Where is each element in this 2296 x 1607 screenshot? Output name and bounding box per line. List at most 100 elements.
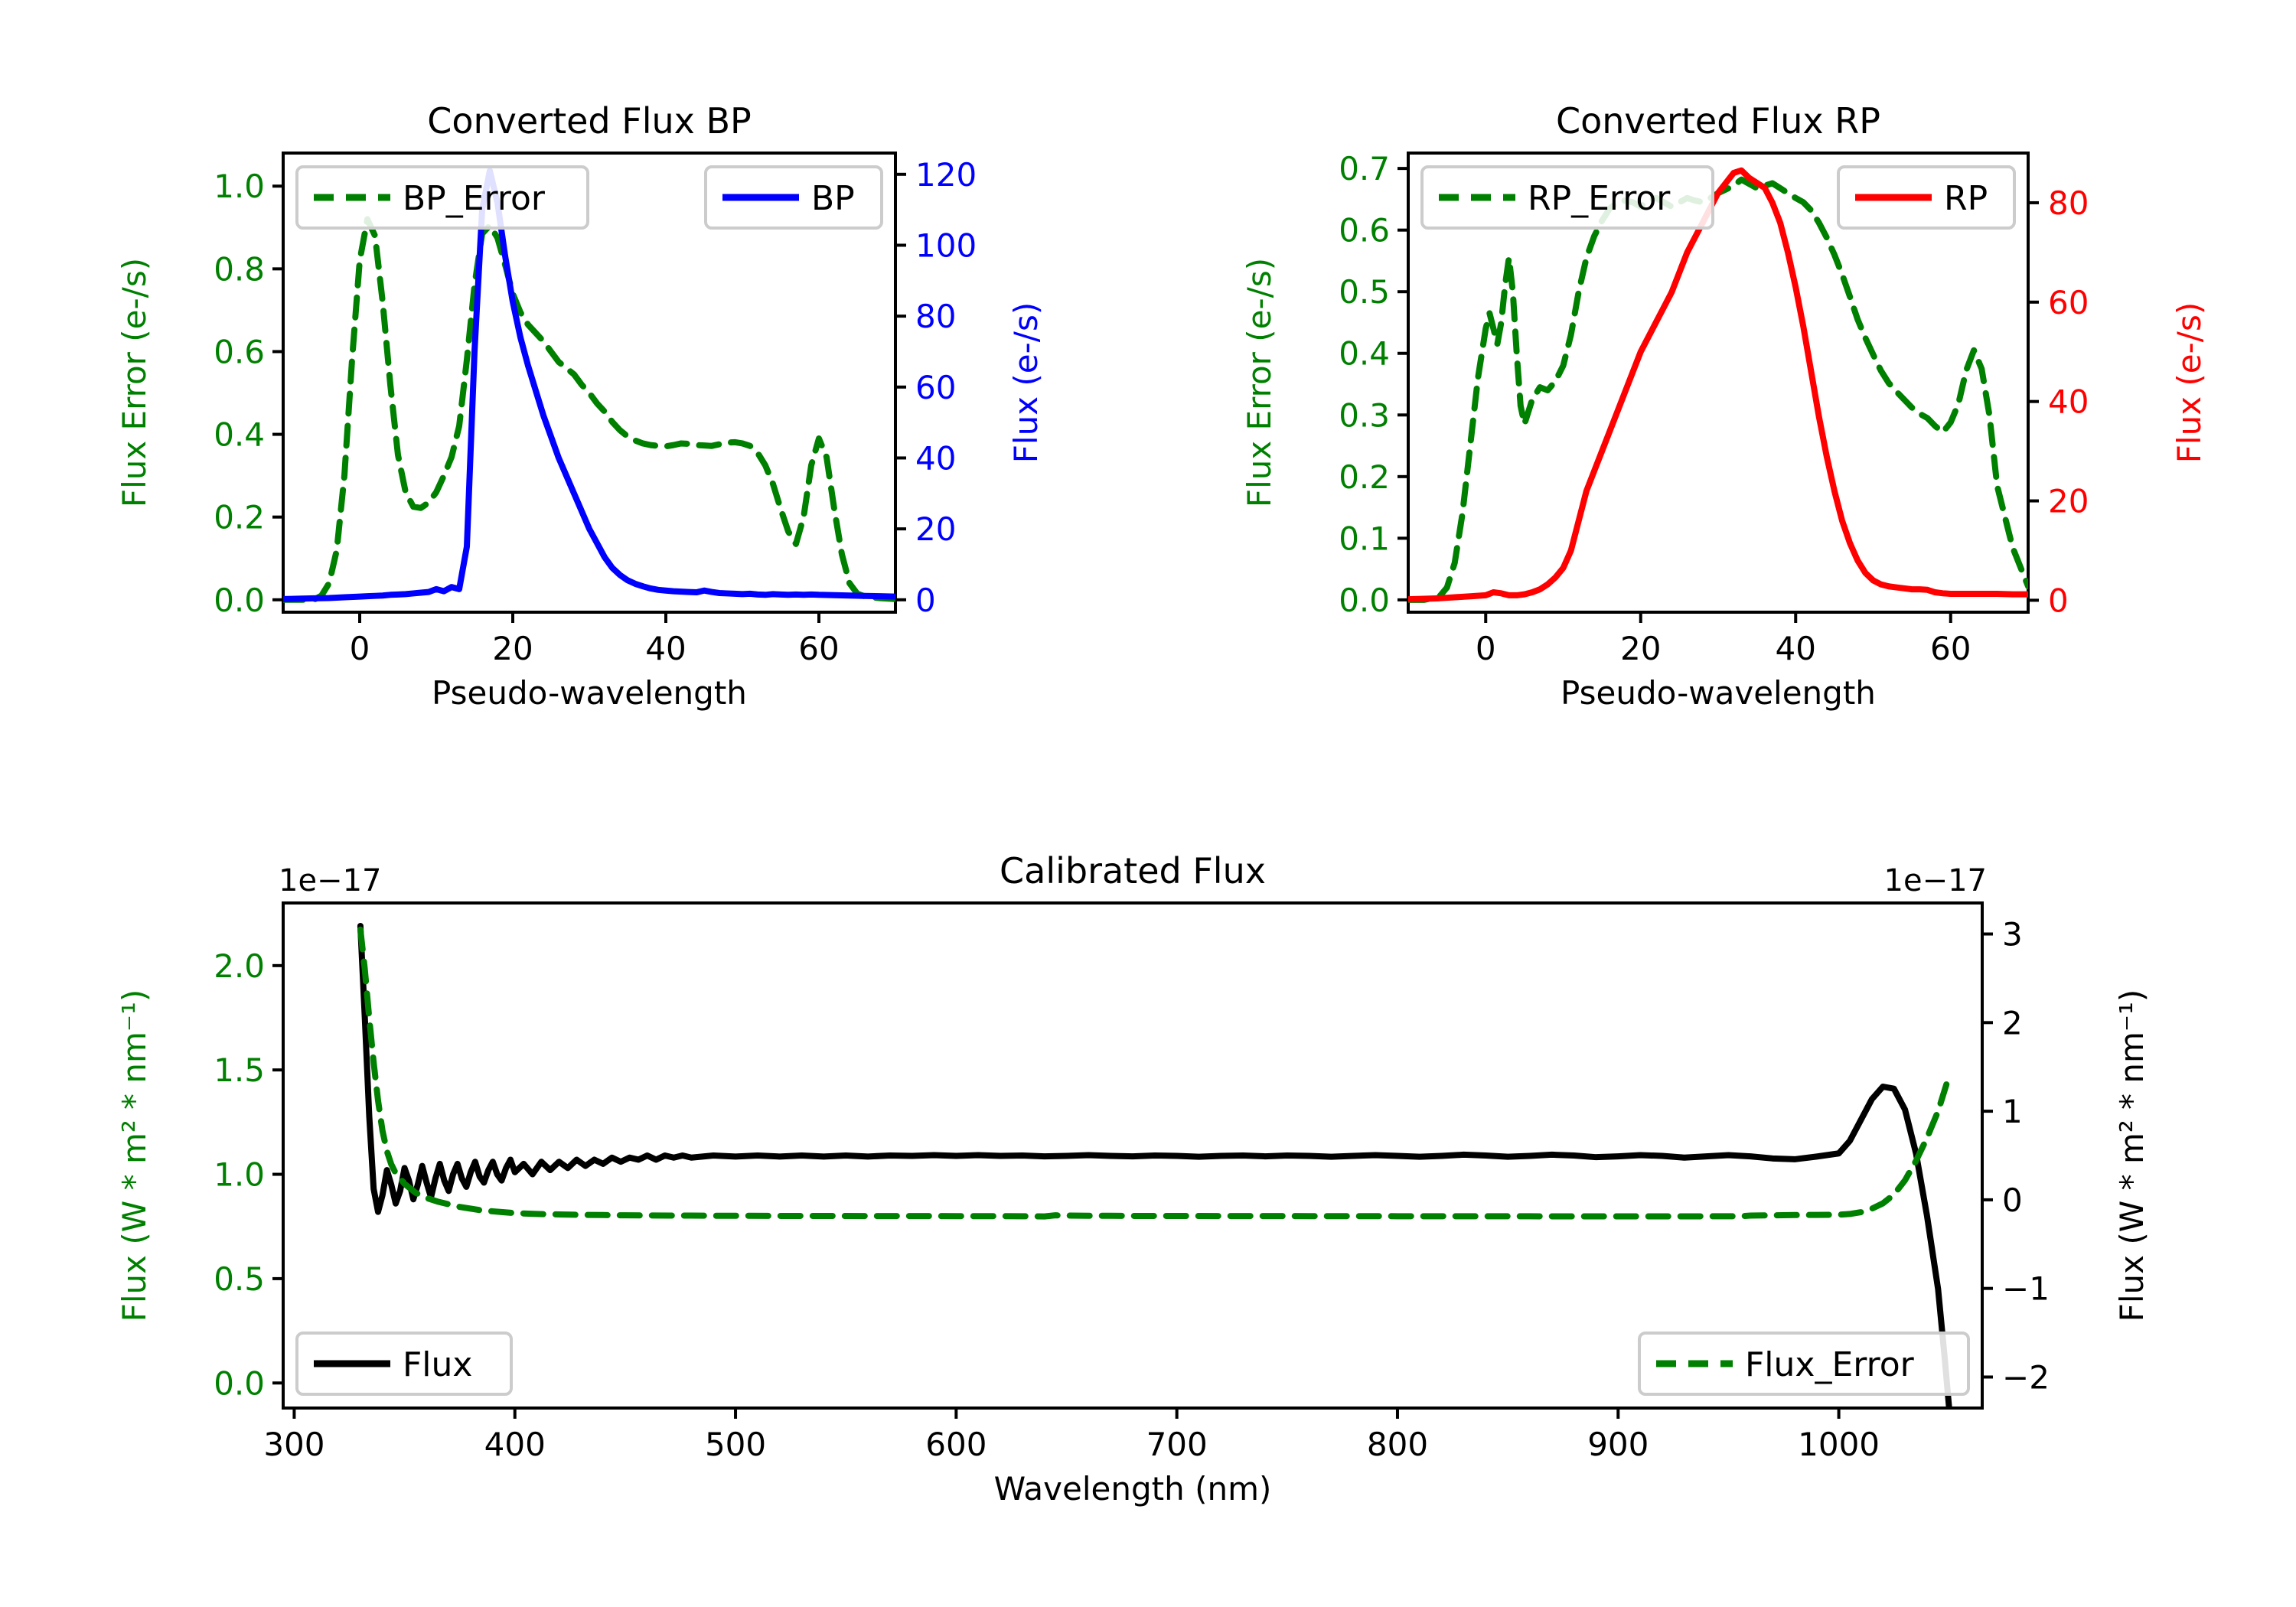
converted-flux-bp-ytick-right-label: 60: [915, 369, 956, 406]
legend-box: [1420, 165, 1714, 230]
converted-flux-bp-ytick-right-label: 0: [915, 582, 936, 619]
legend-box: [295, 1332, 513, 1396]
calibrated-flux-ytick-right-label: −1: [2002, 1270, 2050, 1308]
calibrated-flux-ytick-left-label: 1.0: [214, 1156, 265, 1194]
calibrated-flux-xtick-label: 700: [1146, 1426, 1208, 1463]
calibrated-flux-title: Calibrated Flux: [1000, 850, 1266, 892]
converted-flux-rp-series-rp: [1408, 167, 2028, 603]
converted-flux-bp-ytick-right-label: 120: [915, 156, 977, 194]
converted-flux-bp-yaxis-label-right: Flux (e-/s): [1007, 302, 1045, 463]
legend-box: [1638, 1332, 1970, 1396]
calibrated-flux-xtick-label: 400: [484, 1426, 546, 1463]
converted-flux-bp-series-group: [283, 168, 895, 603]
legend-box: [295, 165, 589, 230]
legend-label: RP_Error: [1528, 179, 1671, 218]
converted-flux-rp-xtick-label: 20: [1620, 630, 1661, 667]
converted-flux-bp-xtick-label: 60: [798, 630, 839, 667]
calibrated-flux-xtick-label: 800: [1367, 1426, 1428, 1463]
converted-flux-rp-svg: Converted Flux RP 0 20 40 60 Pseudo-wavelengt…: [1241, 100, 2208, 712]
converted-flux-rp-xtick-label: 40: [1776, 630, 1816, 667]
panel-converted-flux-bp: Converted Flux BP 0 20 40 60 Pseudo-wavelengt…: [0, 46, 1148, 811]
converted-flux-bp-ytick-left-label: 0.2: [214, 499, 265, 536]
converted-flux-rp-ytick-left-label: 0.4: [1339, 335, 1390, 373]
calibrated-flux-ytick-right-label: 2: [2002, 1004, 2023, 1041]
legend-label: Flux: [403, 1345, 472, 1384]
calibrated-flux-yaxis-label-left: Flux (W * m² * nm⁻¹): [116, 989, 153, 1322]
calibrated-flux-yaxis-label-right: Flux (W * m² * nm⁻¹): [2113, 989, 2151, 1322]
legend-label: Flux_Error: [1745, 1345, 1915, 1384]
converted-flux-bp-series-bp: [283, 168, 895, 602]
converted-flux-rp-ytick-left-label: 0.0: [1339, 582, 1390, 619]
converted-flux-bp-ytick-right-label: 80: [915, 298, 956, 335]
converted-flux-rp-title: Converted Flux RP: [1556, 100, 1880, 142]
converted-flux-rp-legend-rp[interactable]: RP: [1837, 165, 2016, 230]
converted-flux-rp-ytick-left-label: 0.3: [1339, 396, 1390, 434]
converted-flux-rp-ytick-right-label: 80: [2048, 184, 2089, 222]
calibrated-flux-left-offset-text: 1e−17: [279, 863, 381, 898]
calibrated-flux-ytick-left-label: 1.5: [214, 1051, 265, 1089]
converted-flux-bp-ytick-left-label: 0.4: [214, 416, 265, 454]
calibrated-flux-xtick-label: 500: [705, 1426, 766, 1463]
converted-flux-rp-ytick-left-label: 0.6: [1339, 212, 1390, 249]
converted-flux-bp-yaxis-label-left: Flux Error (e-/s): [116, 258, 153, 507]
converted-flux-rp-series-rp_error: [1408, 176, 2028, 603]
converted-flux-rp-ytick-left-label: 0.7: [1339, 150, 1390, 187]
converted-flux-bp-ytick-left-label: 0.6: [214, 333, 265, 370]
calibrated-flux-ytick-right-label: 1: [2002, 1093, 2023, 1130]
converted-flux-rp-xtick-label: 0: [1476, 630, 1496, 667]
converted-flux-bp-plot-frame: [282, 152, 897, 614]
calibrated-flux-right-offset-text: 1e−17: [1884, 863, 1987, 898]
converted-flux-rp-plot-frame: [1407, 152, 2030, 614]
converted-flux-bp-xtick-label: 0: [350, 630, 370, 667]
converted-flux-bp-ytick-right-label: 20: [915, 510, 956, 548]
calibrated-flux-ytick-right-label: −2: [2002, 1358, 2050, 1396]
calibrated-flux-plot-frame: [282, 901, 1984, 1410]
calibrated-flux-legend-flux_error[interactable]: Flux_Error: [1638, 1332, 1970, 1396]
converted-flux-bp-ytick-left-label: 1.0: [214, 168, 265, 205]
converted-flux-bp-ytick-left-label: 0.8: [214, 250, 265, 288]
converted-flux-bp-xtick-label: 40: [645, 630, 686, 667]
converted-flux-bp-xtick-label: 20: [492, 630, 533, 667]
calibrated-flux-ytick-right-label: 0: [2002, 1182, 2023, 1219]
calibrated-flux-series-group: [357, 923, 1952, 1408]
converted-flux-rp-ytick-right-label: 60: [2048, 284, 2089, 321]
converted-flux-rp-ytick-right-label: 40: [2048, 383, 2089, 421]
converted-flux-rp-xaxis-label: Pseudo-wavelength: [1561, 674, 1876, 712]
converted-flux-bp-series-bp_error: [283, 216, 895, 603]
legend-label: RP: [1944, 179, 1988, 218]
calibrated-flux-xtick-label: 300: [263, 1426, 325, 1463]
converted-flux-bp-legend-bp[interactable]: BP: [704, 165, 883, 230]
legend-label: BP: [811, 179, 855, 218]
calibrated-flux-ytick-right-label: 3: [2002, 916, 2023, 953]
calibrated-flux-legend-flux[interactable]: Flux: [295, 1332, 513, 1396]
converted-flux-rp-yaxis-label-right: Flux (e-/s): [2170, 302, 2208, 463]
converted-flux-rp-series-group: [1408, 167, 2028, 603]
calibrated-flux-ytick-left-label: 0.0: [214, 1364, 265, 1402]
converted-flux-bp-xaxis-label: Pseudo-wavelength: [432, 674, 747, 712]
calibrated-flux-ytick-left-label: 2.0: [214, 947, 265, 985]
converted-flux-rp-ytick-right-label: 20: [2048, 483, 2089, 520]
converted-flux-bp-ytick-right-label: 40: [915, 439, 956, 477]
converted-flux-rp-xtick-label: 60: [1930, 630, 1971, 667]
calibrated-flux-xtick-label: 1000: [1798, 1426, 1880, 1463]
converted-flux-rp-ytick-left-label: 0.2: [1339, 458, 1390, 496]
converted-flux-bp-title: Converted Flux BP: [427, 100, 752, 142]
panel-converted-flux-rp: Converted Flux RP 0 20 40 60 Pseudo-wavelengt…: [1148, 46, 2296, 811]
panel-calibrated-flux: Calibrated Flux 1e−17 1e−17 300 400 500 600 700…: [0, 811, 2296, 1607]
calibrated-flux-series-flux_error: [357, 926, 1952, 1220]
calibrated-flux-xtick-label: 600: [925, 1426, 987, 1463]
converted-flux-bp-ytick-right-label: 100: [915, 227, 977, 264]
calibrated-flux-svg: Calibrated Flux 1e−17 1e−17 300 400 500 600 700…: [116, 850, 2151, 1508]
calibrated-flux-xaxis-label: Wavelength (nm): [994, 1470, 1272, 1508]
converted-flux-rp-ytick-right-label: 0: [2048, 582, 2069, 619]
converted-flux-bp-svg: Converted Flux BP 0 20 40 60 Pseudo-wavelengt…: [116, 100, 1045, 712]
converted-flux-rp-legend-rp_error[interactable]: RP_Error: [1420, 165, 1714, 230]
calibrated-flux-ytick-left-label: 0.5: [214, 1260, 265, 1298]
converted-flux-rp-ytick-left-label: 0.1: [1339, 520, 1390, 557]
converted-flux-rp-ytick-left-label: 0.5: [1339, 273, 1390, 311]
legend-label: BP_Error: [403, 179, 546, 218]
converted-flux-bp-ytick-left-label: 0.0: [214, 582, 265, 619]
converted-flux-bp-legend-bp_error[interactable]: BP_Error: [295, 165, 589, 230]
calibrated-flux-series-flux: [357, 923, 1952, 1408]
converted-flux-rp-yaxis-label-left: Flux Error (e-/s): [1241, 258, 1278, 507]
